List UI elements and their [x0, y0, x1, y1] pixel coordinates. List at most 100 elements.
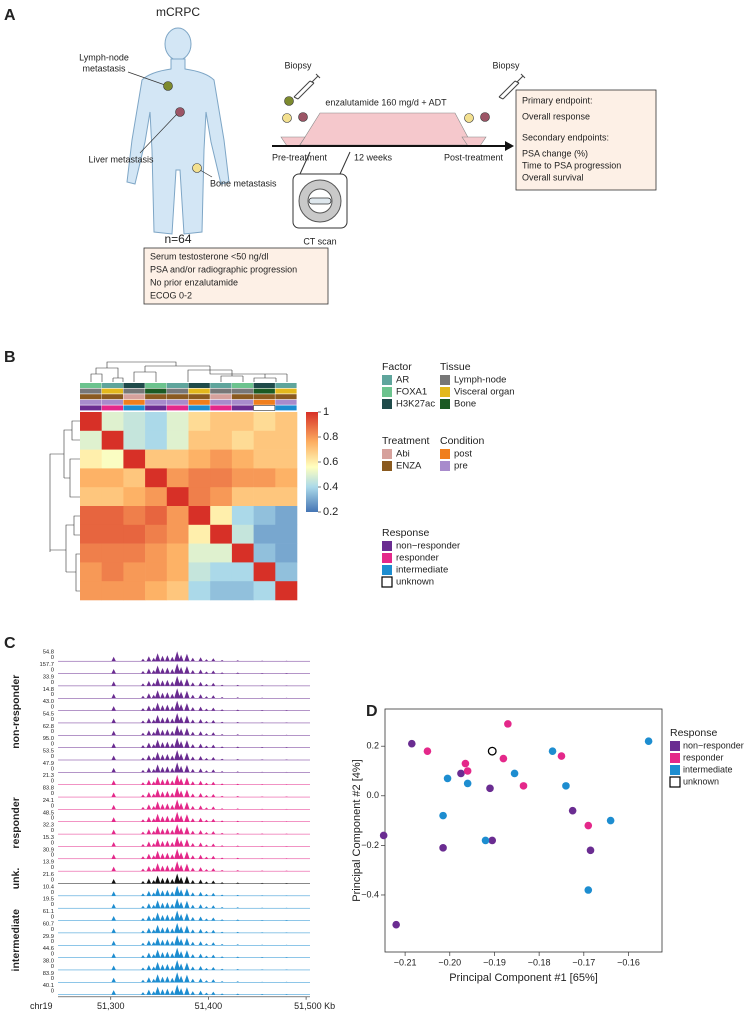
- signal-peak: [211, 794, 216, 798]
- heatmap-cell: [123, 543, 146, 563]
- signal-peak: [190, 744, 195, 748]
- signal-peak: [174, 663, 181, 674]
- legend-label: responder: [396, 553, 439, 564]
- signal-peak: [170, 681, 175, 686]
- signal-peak: [284, 808, 289, 810]
- signal-peak: [204, 683, 209, 686]
- legend-label: unknown: [683, 776, 719, 786]
- treatment-label: enzalutamide 160 mg/d + ADT: [325, 97, 447, 107]
- signal-peak: [111, 693, 116, 699]
- signal-peak: [184, 838, 190, 847]
- heatmap-cell: [80, 543, 102, 563]
- signal-peak: [211, 954, 216, 958]
- signal-peak: [204, 708, 209, 711]
- signal-peak: [190, 978, 195, 983]
- heatmap-cell: [166, 506, 189, 526]
- signal-peak: [170, 780, 175, 785]
- heatmap-cell: [188, 506, 211, 526]
- signal-peak: [151, 657, 156, 662]
- signal-peak: [174, 811, 181, 822]
- signal-peak: [174, 750, 181, 760]
- signal-peak: [204, 881, 209, 884]
- signal-peak: [141, 930, 145, 933]
- legend-label: intermediate: [683, 764, 733, 774]
- signal-peak: [178, 852, 184, 859]
- annotation-cell: [188, 405, 210, 411]
- signal-peak: [154, 752, 161, 760]
- signal-peak: [284, 821, 289, 822]
- signal-peak: [160, 668, 165, 674]
- criteria-item: ECOG 0-2: [150, 290, 192, 300]
- signal-peak: [170, 928, 175, 933]
- signal-peak: [146, 792, 152, 798]
- signal-peak: [198, 830, 203, 835]
- signal-peak: [111, 928, 116, 933]
- heatmap-cell: [275, 581, 298, 601]
- signal-peak: [284, 920, 289, 921]
- annotation-cell: [210, 405, 232, 411]
- data-point: [379, 831, 388, 840]
- signal-peak: [235, 709, 240, 711]
- signal-peak: [154, 912, 161, 921]
- signal-peak: [160, 717, 165, 723]
- signal-peak: [164, 692, 170, 699]
- signal-peak: [178, 802, 184, 810]
- signal-peak: [184, 653, 190, 662]
- signal-peak: [235, 845, 240, 847]
- heatmap-cell: [145, 543, 168, 563]
- signal-peak: [174, 836, 181, 847]
- signal-peak: [178, 716, 184, 723]
- signal-peak: [154, 850, 161, 859]
- signal-peak: [141, 843, 145, 847]
- signal-peak: [284, 944, 289, 946]
- signal-peak: [174, 873, 181, 884]
- signal-peak: [160, 680, 165, 686]
- signal-peak: [111, 817, 116, 822]
- signal-peak: [178, 988, 184, 995]
- annotation-cell: [166, 383, 189, 388]
- track-max-label: 24.1: [43, 798, 54, 804]
- signal-peak: [220, 931, 224, 933]
- heatmap-cell: [188, 487, 211, 507]
- track-max-label: 62.8: [43, 724, 54, 730]
- signal-peak: [198, 657, 203, 662]
- signal-peak: [141, 955, 145, 958]
- heatmap-cell: [101, 506, 124, 526]
- signal-peak: [235, 820, 240, 822]
- signal-peak: [260, 685, 264, 686]
- legend-label: Lymph-node: [454, 375, 506, 386]
- signal-peak: [146, 816, 152, 822]
- signal-peak: [260, 907, 264, 909]
- track-zero-label: 0: [51, 779, 54, 785]
- legend-swatch: [440, 375, 450, 385]
- legend-swatch: [382, 375, 392, 385]
- signal-peak: [184, 888, 190, 896]
- signal-peak: [220, 660, 224, 662]
- leader-line: [127, 71, 166, 86]
- heatmap-cell: [166, 468, 189, 488]
- signal-peak: [146, 952, 152, 958]
- signal-peak: [154, 826, 161, 835]
- heatmap-cell: [188, 430, 211, 450]
- annotation-cell: [101, 405, 123, 411]
- annotation-cell: [275, 405, 297, 411]
- signal-peak: [170, 804, 175, 810]
- signal-peak: [190, 830, 195, 835]
- signal-peak: [220, 721, 224, 723]
- signal-peak: [151, 978, 156, 983]
- signal-peak: [178, 704, 184, 711]
- signal-peak: [284, 784, 289, 785]
- heatmap-cell: [253, 412, 276, 432]
- signal-peak: [160, 939, 165, 946]
- signal-peak: [204, 869, 209, 872]
- criteria-item: PSA and/or radiographic progression: [150, 264, 297, 274]
- data-point: [584, 886, 593, 894]
- heatmap-cell: [253, 468, 276, 488]
- site-label: Bone metastasis: [210, 178, 277, 188]
- signal-peak: [190, 707, 195, 711]
- signal-peak: [146, 903, 152, 909]
- track-zero-label: 0: [51, 729, 54, 735]
- signal-peak: [154, 739, 161, 748]
- signal-peak: [211, 942, 216, 946]
